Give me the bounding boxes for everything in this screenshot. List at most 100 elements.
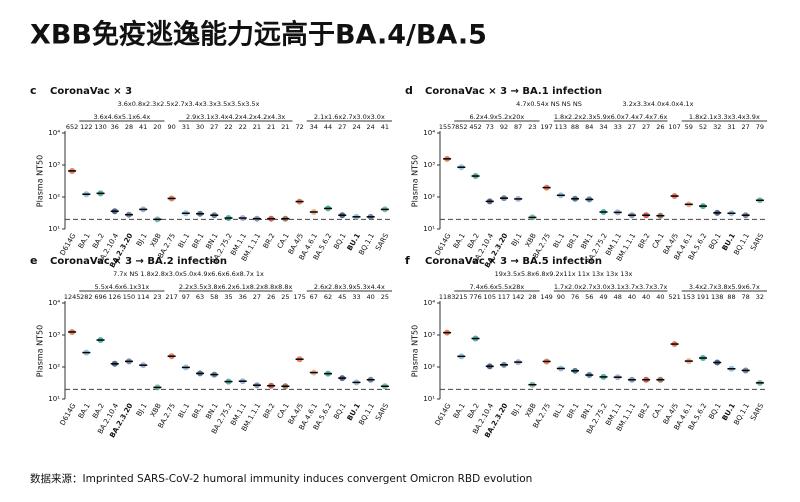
value-label: 27 [742, 123, 750, 131]
x-tick-label: SARS [749, 402, 766, 423]
fold-change: 3.6x0.8x2.3x2.5x2.7x3.4x3.3x3.5x3.5x3.5x [118, 100, 260, 108]
value-label: 114 [137, 293, 149, 301]
fold-change: 4.7x0.54x NS NS NS [516, 100, 582, 108]
value-label: 24 [352, 123, 360, 131]
y-tick-label: 10³ [48, 161, 60, 169]
value-label: 87 [514, 123, 522, 131]
y-tick-label: 10¹ [423, 395, 435, 403]
y-axis-label: Plasma NT50 [411, 155, 420, 207]
value-label: 33 [352, 293, 360, 301]
y-tick-label: 10⁴ [423, 129, 435, 137]
value-label: 149 [540, 293, 552, 301]
value-label: 191 [697, 293, 709, 301]
value-label: 25 [381, 293, 389, 301]
value-label: 92 [500, 123, 508, 131]
x-tick-label: BR.2 [262, 402, 277, 420]
value-label: 696 [94, 293, 106, 301]
value-label: 58 [210, 293, 218, 301]
x-tick-label: BL.1 [552, 232, 567, 249]
value-label: 215 [455, 293, 467, 301]
y-tick-label: 10¹ [48, 395, 60, 403]
value-label: 34 [310, 123, 318, 131]
value-label: 33 [614, 123, 622, 131]
value-label: 32 [713, 123, 721, 131]
value-label: 30 [196, 123, 204, 131]
value-label: 153 [683, 293, 695, 301]
x-tick-label: BR.1 [566, 402, 581, 420]
value-label: 521 [668, 293, 680, 301]
fold-change: 1.7x2.0x2.7x3.0x3.1x3.7x3.7x3.7x [554, 283, 668, 291]
panel-title: CoronaVac × 3 → BA.2 infection [50, 256, 227, 267]
x-tick-label: BL.1 [177, 402, 192, 419]
fold-change: 1.8x2.1x3.3x3.4x3.9x [689, 113, 760, 121]
value-label: 41 [381, 123, 389, 131]
value-label: 32 [756, 293, 764, 301]
y-tick-label: 10¹ [423, 225, 435, 233]
value-label: 59 [685, 123, 693, 131]
value-label: 1557 [439, 123, 456, 131]
y-axis-label: Plasma NT50 [411, 325, 420, 377]
footer: 数据来源：Imprinted SARS-CoV-2 humoral immuni… [30, 472, 532, 485]
value-label: 117 [498, 293, 510, 301]
fold-change: 2.9x3.1x3.4x4.2x4.2x4.2x4.3x [186, 113, 285, 121]
value-label: 24 [367, 123, 375, 131]
x-tick-label: D614G [59, 232, 78, 257]
y-tick-label: 10¹ [48, 225, 60, 233]
value-label: 23 [528, 123, 536, 131]
value-label: 27 [253, 293, 261, 301]
value-label: 27 [210, 123, 218, 131]
value-label: 138 [711, 293, 723, 301]
value-label: 73 [486, 123, 494, 131]
fold-change: 7.7x NS 1.8x2.8x3.0x5.0x4.9x6.6x6.6x8.7x… [113, 270, 264, 278]
y-tick-label: 10² [423, 193, 435, 201]
value-label: 36 [239, 293, 247, 301]
panel-letter: d [405, 84, 413, 97]
value-label: 197 [540, 123, 552, 131]
x-tick-label: BR.2 [637, 402, 652, 420]
value-label: 652 [66, 123, 78, 131]
value-label: 90 [557, 293, 565, 301]
value-label: 150 [123, 293, 135, 301]
fold-change: 3.4x2.7x3.8x5.9x6.7x [689, 283, 760, 291]
value-label: 776 [469, 293, 481, 301]
value-label: 113 [555, 123, 567, 131]
value-label: 21 [267, 123, 275, 131]
x-tick-label: SARS [749, 232, 766, 253]
value-label: 41 [139, 123, 147, 131]
fold-change: 19x3.5x5.8x6.8x9.2x11x 11x 13x 13x 13x [495, 270, 633, 278]
x-tick-label: XBB [149, 232, 163, 249]
value-label: 27 [628, 123, 636, 131]
value-label: 88 [727, 293, 735, 301]
x-tick-label: BA.1 [77, 232, 92, 250]
x-tick-label: BJ.1 [510, 232, 524, 248]
x-tick-label: BR.1 [566, 232, 581, 250]
page-title: XBB免疫逃逸能力远高于BA.4/BA.5 [30, 19, 487, 51]
fold-change: 6.2x4.9x5.2x20x [470, 113, 525, 121]
y-tick-label: 10³ [423, 161, 435, 169]
value-label: 175 [293, 293, 305, 301]
x-tick-label: XBB [524, 402, 538, 419]
value-label: 22 [239, 123, 247, 131]
fold-change: 2.6x2.8x3.9x5.3x4.4x [314, 283, 385, 291]
x-tick-label: BJ.1 [135, 402, 149, 418]
panel-title: CoronaVac × 3 → BA.5 infection [425, 256, 602, 267]
x-tick-label: D614G [434, 402, 453, 427]
x-tick-label: BJ.1 [510, 402, 524, 418]
x-tick-label: D614G [434, 232, 453, 257]
value-label: 26 [267, 293, 275, 301]
value-label: 79 [756, 123, 764, 131]
fold-change: 3.6x4.6x5.1x6.4x [93, 113, 150, 121]
y-tick-label: 10⁴ [48, 299, 60, 307]
x-tick-label: SARS [374, 232, 391, 253]
value-label: 45 [338, 293, 346, 301]
value-label: 217 [165, 293, 177, 301]
y-tick-label: 10³ [423, 331, 435, 339]
value-label: 31 [727, 123, 735, 131]
value-label: 27 [642, 123, 650, 131]
value-label: 49 [599, 293, 607, 301]
value-label: 97 [182, 293, 190, 301]
fold-change: 1.8x2.2x2.3x5.9x6.0x7.4x7.4x7.6x [554, 113, 668, 121]
value-label: 40 [642, 293, 650, 301]
value-label: 852 [455, 123, 467, 131]
panel-letter: e [30, 254, 37, 267]
